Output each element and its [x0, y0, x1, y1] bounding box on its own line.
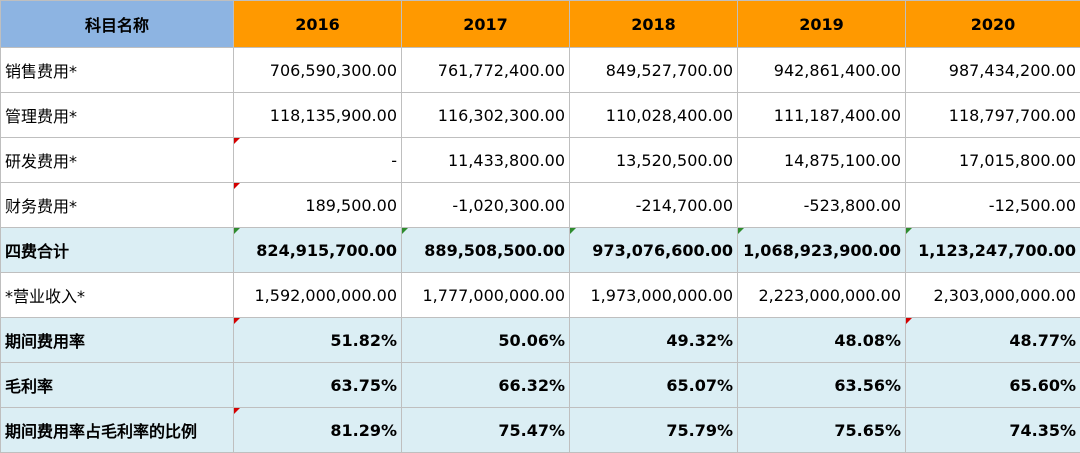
value-cell[interactable]: 51.82%	[234, 318, 402, 363]
value-cell[interactable]: 81.29%	[234, 408, 402, 453]
value-cell[interactable]: -	[234, 138, 402, 183]
header-cell-2016[interactable]: 2016	[234, 1, 402, 48]
table-row: 财务费用* 189,500.00 -1,020,300.00 -214,700.…	[1, 183, 1080, 228]
row-label-cell[interactable]: 期间费用率占毛利率的比例	[1, 408, 234, 453]
value-cell[interactable]: 50.06%	[402, 318, 570, 363]
value-cell[interactable]: 17,015,800.00	[906, 138, 1080, 183]
comment-marker-icon	[906, 318, 912, 324]
row-label-cell[interactable]: 期间费用率	[1, 318, 234, 363]
row-label-cell[interactable]: *营业收入*	[1, 273, 234, 318]
value-cell[interactable]: 118,797,700.00	[906, 93, 1080, 138]
cell-text: 48.77%	[1009, 331, 1076, 350]
header-row: 科目名称 2016 2017 2018 2019 2020	[1, 1, 1080, 48]
cell-text: -	[391, 151, 397, 170]
table-row: 销售费用* 706,590,300.00 761,772,400.00 849,…	[1, 48, 1080, 93]
formula-marker-icon	[234, 228, 240, 234]
formula-marker-icon	[906, 228, 912, 234]
value-cell[interactable]: 49.32%	[570, 318, 738, 363]
value-cell[interactable]: 63.56%	[738, 363, 906, 408]
table-row: 期间费用率占毛利率的比例 81.29% 75.47% 75.79% 75.65%…	[1, 408, 1080, 453]
value-cell[interactable]: 63.75%	[234, 363, 402, 408]
header-cell-2019[interactable]: 2019	[738, 1, 906, 48]
value-cell[interactable]: 11,433,800.00	[402, 138, 570, 183]
value-cell[interactable]: -214,700.00	[570, 183, 738, 228]
value-cell[interactable]: 2,303,000,000.00	[906, 273, 1080, 318]
value-cell[interactable]: 849,527,700.00	[570, 48, 738, 93]
formula-marker-icon	[738, 228, 744, 234]
value-cell[interactable]: 13,520,500.00	[570, 138, 738, 183]
cell-text: 889,508,500.00	[424, 241, 565, 260]
row-label-cell[interactable]: 研发费用*	[1, 138, 234, 183]
value-cell[interactable]: 75.65%	[738, 408, 906, 453]
table-row: *营业收入* 1,592,000,000.00 1,777,000,000.00…	[1, 273, 1080, 318]
header-cell-2020[interactable]: 2020	[906, 1, 1080, 48]
value-cell[interactable]: 1,973,000,000.00	[570, 273, 738, 318]
table-row: 毛利率 63.75% 66.32% 65.07% 63.56% 65.60%	[1, 363, 1080, 408]
cell-text: 189,500.00	[305, 196, 397, 215]
formula-marker-icon	[402, 228, 408, 234]
row-label-cell[interactable]: 管理费用*	[1, 93, 234, 138]
value-cell[interactable]: 189,500.00	[234, 183, 402, 228]
cell-text: 1,068,923,900.00	[743, 241, 901, 260]
cell-text: 51.82%	[330, 331, 397, 350]
value-cell[interactable]: 66.32%	[402, 363, 570, 408]
value-cell[interactable]: 1,777,000,000.00	[402, 273, 570, 318]
value-cell[interactable]: 973,076,600.00	[570, 228, 738, 273]
table-row: 管理费用* 118,135,900.00 116,302,300.00 110,…	[1, 93, 1080, 138]
row-label-cell[interactable]: 四费合计	[1, 228, 234, 273]
comment-marker-icon	[234, 138, 240, 144]
value-cell[interactable]: 75.79%	[570, 408, 738, 453]
header-cell-subject[interactable]: 科目名称	[1, 1, 234, 48]
value-cell[interactable]: 987,434,200.00	[906, 48, 1080, 93]
value-cell[interactable]: 706,590,300.00	[234, 48, 402, 93]
comment-marker-icon	[234, 408, 240, 414]
table-row-total: 四费合计 824,915,700.00 889,508,500.00 973,0…	[1, 228, 1080, 273]
value-cell[interactable]: 110,028,400.00	[570, 93, 738, 138]
value-cell[interactable]: 116,302,300.00	[402, 93, 570, 138]
header-cell-2017[interactable]: 2017	[402, 1, 570, 48]
value-cell[interactable]: -1,020,300.00	[402, 183, 570, 228]
value-cell[interactable]: 65.60%	[906, 363, 1080, 408]
value-cell[interactable]: 942,861,400.00	[738, 48, 906, 93]
value-cell[interactable]: 1,068,923,900.00	[738, 228, 906, 273]
value-cell[interactable]: 889,508,500.00	[402, 228, 570, 273]
value-cell[interactable]: -523,800.00	[738, 183, 906, 228]
table-row: 期间费用率 51.82% 50.06% 49.32% 48.08% 48.77%	[1, 318, 1080, 363]
cell-text: 1,123,247,700.00	[918, 241, 1076, 260]
header-cell-2018[interactable]: 2018	[570, 1, 738, 48]
formula-marker-icon	[570, 228, 576, 234]
row-label-cell[interactable]: 财务费用*	[1, 183, 234, 228]
value-cell[interactable]: 1,592,000,000.00	[234, 273, 402, 318]
comment-marker-icon	[234, 183, 240, 189]
value-cell[interactable]: 48.08%	[738, 318, 906, 363]
comment-marker-icon	[234, 318, 240, 324]
value-cell[interactable]: 74.35%	[906, 408, 1080, 453]
value-cell[interactable]: 14,875,100.00	[738, 138, 906, 183]
table-row: 研发费用* - 11,433,800.00 13,520,500.00 14,8…	[1, 138, 1080, 183]
value-cell[interactable]: 824,915,700.00	[234, 228, 402, 273]
value-cell[interactable]: 1,123,247,700.00	[906, 228, 1080, 273]
value-cell[interactable]: 2,223,000,000.00	[738, 273, 906, 318]
value-cell[interactable]: 48.77%	[906, 318, 1080, 363]
value-cell[interactable]: 75.47%	[402, 408, 570, 453]
value-cell[interactable]: 761,772,400.00	[402, 48, 570, 93]
value-cell[interactable]: 118,135,900.00	[234, 93, 402, 138]
row-label-cell[interactable]: 销售费用*	[1, 48, 234, 93]
value-cell[interactable]: 111,187,400.00	[738, 93, 906, 138]
cell-text: 824,915,700.00	[256, 241, 397, 260]
value-cell[interactable]: 65.07%	[570, 363, 738, 408]
cell-text: 81.29%	[330, 421, 397, 440]
value-cell[interactable]: -12,500.00	[906, 183, 1080, 228]
cell-text: 973,076,600.00	[592, 241, 733, 260]
row-label-cell[interactable]: 毛利率	[1, 363, 234, 408]
